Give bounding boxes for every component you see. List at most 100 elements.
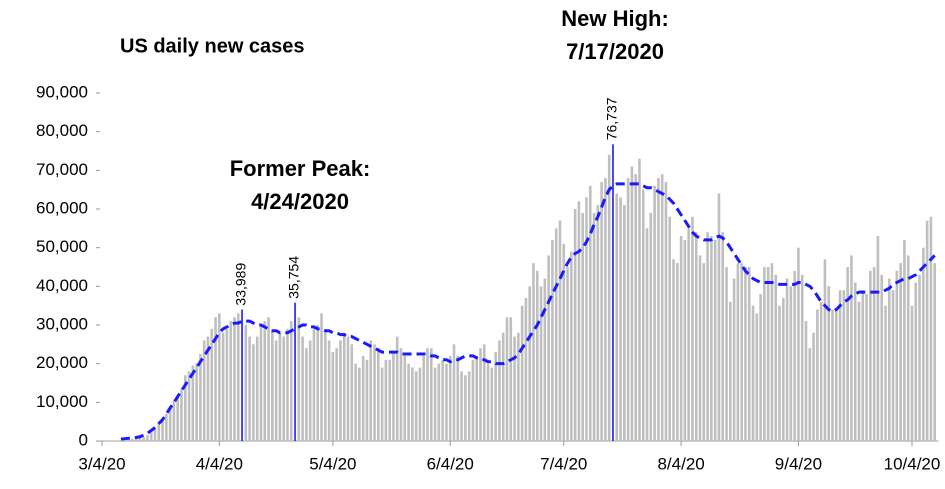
bar bbox=[770, 263, 774, 441]
bar bbox=[142, 436, 145, 441]
bar bbox=[660, 174, 664, 441]
bar bbox=[377, 348, 380, 441]
y-tick-label: 60,000 bbox=[36, 198, 88, 217]
bar bbox=[509, 317, 513, 441]
bar bbox=[411, 367, 414, 441]
bar bbox=[846, 267, 849, 441]
bar bbox=[831, 309, 834, 441]
annotation: 4/24/2020 bbox=[251, 189, 349, 214]
bar bbox=[842, 290, 846, 441]
bar bbox=[554, 228, 558, 441]
y-tick-label: 50,000 bbox=[36, 237, 88, 256]
bar bbox=[248, 336, 251, 441]
bar bbox=[498, 340, 501, 441]
bar bbox=[778, 305, 781, 441]
bar bbox=[339, 340, 342, 441]
bar bbox=[664, 181, 668, 441]
bar bbox=[922, 247, 925, 441]
bar bbox=[721, 232, 725, 441]
bar bbox=[157, 423, 161, 441]
bar bbox=[490, 367, 494, 441]
bar bbox=[199, 354, 202, 441]
x-tick-label: 5/4/20 bbox=[309, 454, 356, 473]
bar bbox=[634, 174, 637, 441]
bar bbox=[312, 328, 316, 441]
bar bbox=[612, 144, 614, 441]
bar bbox=[365, 359, 369, 441]
bar bbox=[887, 278, 891, 441]
bar bbox=[573, 209, 577, 441]
bar bbox=[524, 297, 528, 441]
bar bbox=[429, 348, 433, 441]
bar bbox=[233, 317, 236, 441]
bar bbox=[346, 336, 350, 441]
bar bbox=[759, 294, 762, 441]
bar bbox=[638, 158, 641, 441]
bar bbox=[358, 367, 361, 441]
bar bbox=[426, 348, 429, 441]
bar bbox=[884, 305, 887, 441]
bar bbox=[850, 255, 853, 441]
bar bbox=[679, 236, 683, 441]
bar bbox=[399, 348, 403, 441]
bar bbox=[702, 263, 706, 441]
bar bbox=[403, 355, 407, 441]
bar bbox=[520, 305, 524, 441]
bar bbox=[278, 332, 282, 441]
bar bbox=[853, 282, 857, 441]
bar bbox=[320, 313, 323, 441]
bar bbox=[361, 355, 365, 441]
bar bbox=[456, 355, 460, 441]
bar bbox=[289, 321, 293, 441]
bar bbox=[494, 352, 497, 441]
x-tick-label: 10/4/20 bbox=[884, 454, 941, 473]
bar bbox=[475, 355, 479, 441]
bar bbox=[176, 396, 179, 441]
bar bbox=[804, 321, 808, 441]
bar bbox=[623, 205, 626, 441]
bar bbox=[630, 166, 634, 441]
bar bbox=[252, 344, 255, 441]
bar bbox=[380, 367, 384, 441]
bar bbox=[895, 270, 899, 441]
bar bbox=[558, 220, 562, 441]
bar bbox=[297, 317, 301, 441]
bar bbox=[691, 216, 694, 441]
bar bbox=[206, 336, 210, 441]
bar bbox=[244, 325, 248, 441]
x-tick-label: 6/4/20 bbox=[427, 454, 474, 473]
bar bbox=[736, 263, 740, 441]
bar bbox=[717, 193, 721, 441]
bar bbox=[282, 336, 285, 441]
bar bbox=[607, 154, 611, 441]
bar bbox=[929, 216, 933, 441]
bar bbox=[532, 263, 535, 441]
bar bbox=[202, 340, 206, 441]
bar bbox=[195, 363, 198, 441]
bar bbox=[566, 267, 569, 441]
bar bbox=[134, 438, 138, 441]
bar bbox=[305, 348, 308, 441]
y-tick-label: 0 bbox=[79, 430, 88, 449]
x-tick-label: 4/4/20 bbox=[196, 454, 243, 473]
bar bbox=[744, 267, 747, 441]
bar bbox=[373, 344, 376, 441]
bar bbox=[793, 270, 796, 441]
bar bbox=[869, 270, 872, 441]
bar bbox=[903, 239, 906, 441]
bar bbox=[838, 290, 842, 441]
bar bbox=[418, 367, 422, 441]
bar bbox=[725, 267, 728, 441]
bar bbox=[918, 274, 921, 441]
bar bbox=[229, 321, 232, 441]
bar bbox=[706, 232, 709, 441]
x-tick-label: 9/4/20 bbox=[775, 454, 822, 473]
bar bbox=[861, 290, 865, 441]
bar bbox=[543, 278, 547, 441]
value-label: 35,754 bbox=[286, 256, 302, 299]
bar bbox=[645, 228, 649, 441]
bar bbox=[441, 359, 444, 441]
bar bbox=[369, 340, 373, 441]
bar bbox=[865, 294, 868, 441]
bar bbox=[596, 205, 600, 441]
